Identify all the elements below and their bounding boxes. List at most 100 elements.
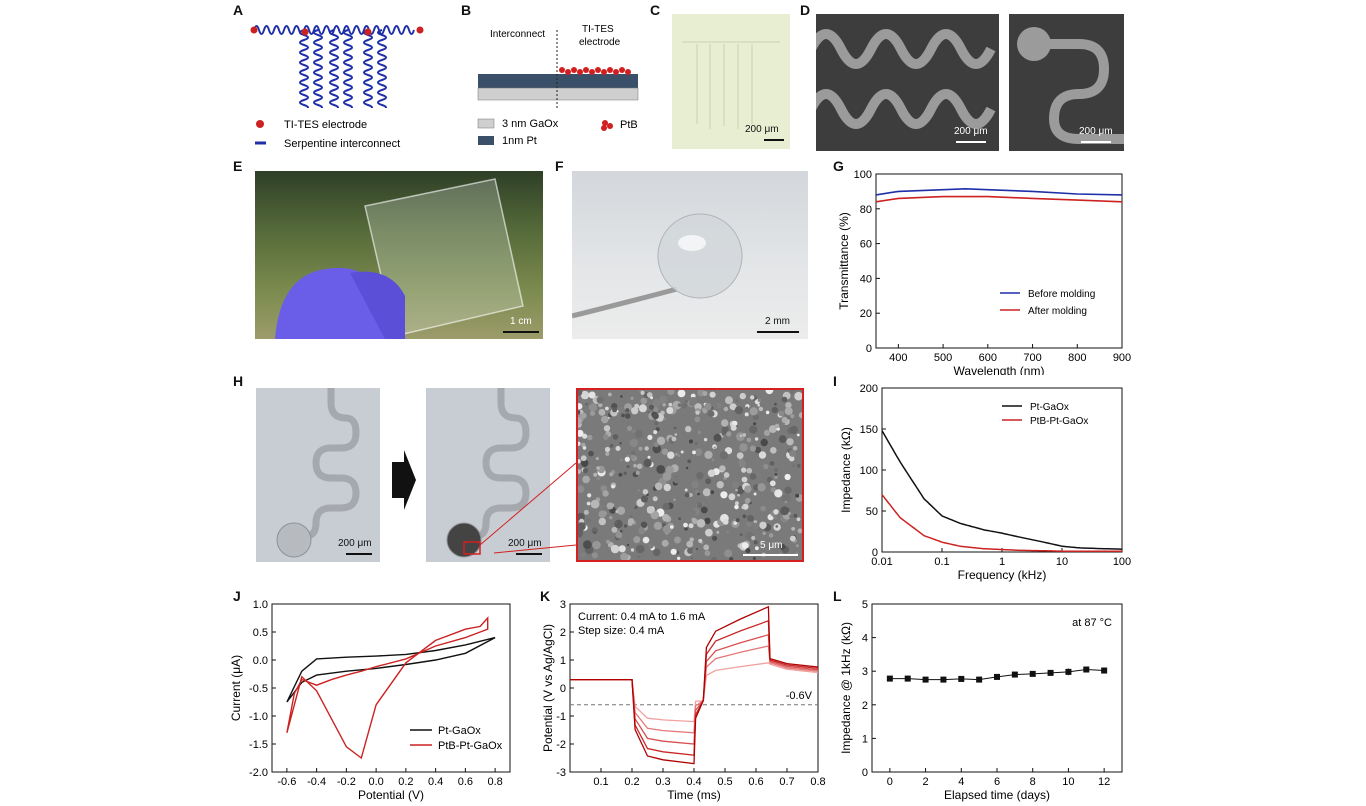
x-tick-label: 10 — [1056, 556, 1068, 568]
legend-gaox-label: 3 nm GaOx — [502, 118, 559, 130]
legend-label-0: Pt-GaOx — [438, 725, 481, 737]
series-line-0 — [881, 430, 1122, 550]
annotation-step: Step size: 0.4 mA — [578, 625, 665, 637]
scale-bar-d2 — [1081, 141, 1111, 143]
x-tick-label: 700 — [1023, 352, 1041, 364]
data-point — [1065, 668, 1072, 675]
scale-bar-c — [764, 139, 784, 141]
data-point — [1029, 670, 1036, 677]
y-tick-label: 150 — [860, 424, 878, 436]
y-tick-label: 200 — [860, 383, 878, 395]
panel-a-legend: TI-TES electrode Serpentine interconnect — [255, 119, 400, 150]
x-tick-label: 0.4 — [428, 776, 443, 788]
panel-label-b: B — [461, 2, 472, 18]
series-line-0 — [286, 636, 496, 703]
scale-bar-h3 — [743, 554, 798, 556]
scale-label-f: 2 mm — [765, 316, 790, 327]
x-tick-label: 0.3 — [655, 776, 670, 788]
annotation-threshold: -0.6V — [786, 690, 813, 702]
annotation-current: Current: 0.4 mA to 1.6 mA — [578, 611, 706, 623]
y-axis-label: Potential (V vs Ag/AgCl) — [541, 624, 555, 752]
panel-label-k: K — [540, 588, 551, 604]
x-tick-label: 0.5 — [717, 776, 732, 788]
scale-label-h3: 5 μm — [760, 540, 783, 551]
y-tick-label: 3 — [862, 666, 868, 678]
x-tick-label: 500 — [934, 352, 952, 364]
data-point — [886, 675, 893, 682]
scale-label-h2: 200 μm — [508, 538, 542, 549]
x-tick-label: 0.1 — [934, 556, 949, 568]
data-point — [994, 673, 1000, 680]
scale-label-h1: 200 μm — [338, 538, 372, 549]
y-tick-label: -1.5 — [249, 739, 268, 751]
panel-label-a: A — [233, 2, 244, 18]
gaox-layer — [477, 87, 639, 101]
y-tick-label: 0.0 — [253, 655, 268, 667]
x-axis-label: Frequency (kHz) — [958, 568, 1047, 582]
x-axis-label: Wavelength (nm) — [954, 364, 1045, 375]
arrow-right-icon — [392, 450, 416, 510]
panel-h-after-photo: 200 μm — [426, 388, 550, 562]
x-tick-label: 800 — [1068, 352, 1086, 364]
y-tick-label: -1 — [556, 711, 566, 723]
chart-j-cv: -0.6 -0.4 -0.2 0.0 0.2 0.4 0.6 0.8 -2.0 -1.5 -1.0 -… — [229, 599, 511, 802]
y-tick-label: -2.0 — [249, 767, 268, 779]
y-tick-label: -0.5 — [249, 683, 268, 695]
y-tick-label: 1.0 — [253, 599, 268, 611]
x-tick-label: 0.6 — [748, 776, 763, 788]
x-tick-label: 0.4 — [686, 776, 701, 788]
panel-c-device-photo: 200 μm — [672, 14, 790, 149]
x-tick-label: 0.01 — [871, 556, 892, 568]
panel-d-sem-electrode: 200 μm — [1009, 14, 1124, 151]
plot-frame — [881, 387, 1123, 553]
y-tick-label: 4 — [862, 633, 868, 645]
x-tick-label: 1 — [999, 556, 1005, 568]
scale-bar-f — [757, 331, 799, 333]
x-tick-label: 12 — [1098, 776, 1110, 788]
data-point — [1047, 669, 1054, 676]
legend-electrode-label: TI-TES electrode — [284, 119, 367, 131]
y-axis-label: Transmittance (%) — [837, 212, 851, 310]
label-electrode-line2: electrode — [579, 37, 621, 48]
x-tick-label: 0 — [887, 776, 893, 788]
y-tick-label: 20 — [860, 308, 872, 320]
label-electrode-line1: TI-TES — [582, 24, 614, 35]
panel-a-serpentine-diagram — [250, 25, 424, 108]
y-tick-label: -2 — [556, 739, 566, 751]
scale-bar-d1 — [956, 141, 986, 143]
data-point — [922, 676, 929, 683]
x-tick-label: 0.8 — [487, 776, 502, 788]
x-tick-label: 0.6 — [458, 776, 473, 788]
panel-h-before-photo: 200 μm — [256, 388, 380, 562]
ptb-particles — [559, 67, 631, 75]
legend-electrode-dot — [256, 120, 264, 128]
y-tick-label: 2 — [560, 627, 566, 639]
scale-label-d2: 200 μm — [1079, 126, 1113, 137]
y-tick-label: -3 — [556, 767, 566, 779]
x-tick-label: -0.4 — [307, 776, 326, 788]
panel-e-glass-slide-photo: 1 cm — [255, 171, 543, 339]
legend-ptb-label: PtB — [620, 119, 638, 131]
x-tick-label: 0.8 — [810, 776, 825, 788]
scale-label-e: 1 cm — [510, 316, 532, 327]
annotation-temperature: at 87 °C — [1072, 617, 1112, 629]
panel-h-sem-ptb-closeup: 5 μm — [576, 388, 804, 562]
series-line-1 — [875, 195, 1123, 203]
x-tick-label: 2 — [923, 776, 929, 788]
y-axis-label: Impedance (kΩ) — [839, 427, 853, 513]
x-tick-label: 0.1 — [593, 776, 608, 788]
chart-i-impedance: 0.01 0.1 1 10 100 0 50 100 150 200 Frequency (kHz)… — [839, 383, 1131, 582]
x-axis-label: Elapsed time (days) — [944, 788, 1050, 802]
x-tick-label: 10 — [1062, 776, 1074, 788]
x-tick-label: 0.2 — [624, 776, 639, 788]
legend-interconnect-label: Serpentine interconnect — [284, 138, 400, 150]
panel-label-l: L — [833, 588, 842, 604]
pt-layer — [478, 74, 638, 88]
scale-bar-h1 — [346, 553, 372, 555]
y-axis-label: Current (μA) — [229, 655, 243, 721]
legend-label-0: Pt-GaOx — [1030, 402, 1069, 413]
legend-label-0: Before molding — [1028, 289, 1095, 300]
legend-label-1: After molding — [1028, 306, 1087, 317]
panel-f-lens-photo: 2 mm — [572, 171, 808, 339]
y-tick-label: 0.5 — [253, 627, 268, 639]
